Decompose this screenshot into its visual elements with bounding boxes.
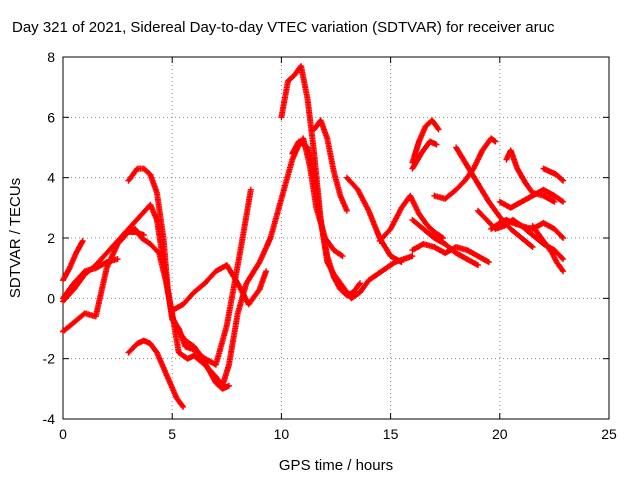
x-tick-label: 15	[383, 426, 399, 442]
series-sat-o	[409, 138, 440, 172]
series-sat-d	[60, 256, 121, 302]
series-marks	[529, 222, 567, 275]
y-tick-label: 4	[47, 170, 55, 186]
series-marks	[409, 241, 492, 266]
series-marks	[503, 147, 558, 205]
series-sat-f	[125, 337, 187, 410]
series-marks	[540, 165, 567, 184]
data-points	[60, 63, 567, 410]
series-sat-s	[453, 144, 536, 250]
y-tick-label: -4	[43, 411, 56, 427]
series-sat-z	[123, 229, 147, 238]
x-tick-label: 10	[274, 426, 290, 442]
x-tick-label: 5	[168, 426, 176, 442]
x-axis-label: GPS time / hours	[279, 457, 393, 474]
series-sat-k	[311, 117, 350, 214]
series-marks	[123, 229, 147, 238]
series-marks	[125, 337, 187, 410]
series-sat-m	[376, 192, 446, 244]
series-marks	[453, 144, 536, 250]
series-marks	[409, 117, 442, 166]
y-tick-label: 2	[47, 230, 55, 246]
series-marks	[60, 238, 86, 284]
series-sat-w	[503, 147, 558, 205]
series-marks	[60, 256, 121, 302]
y-tick-label: 8	[47, 49, 55, 65]
series-marks	[191, 135, 346, 389]
chart-title: Day 321 of 2021, Sidereal Day-to-day VTE…	[12, 19, 555, 36]
series-sat-h	[191, 135, 346, 389]
series-marks	[289, 138, 416, 302]
series-marks	[409, 138, 440, 172]
axis-ticks: 0 5 10 15 20 25 -4 -2 0 2 4 6 8	[43, 49, 617, 442]
series-marks	[60, 186, 254, 368]
x-tick-label: 25	[601, 426, 617, 442]
series-sat-q	[409, 216, 481, 269]
series-sat-y	[540, 165, 567, 184]
series-sat-x	[529, 222, 567, 275]
series-sat-r	[431, 135, 499, 202]
series-marks	[311, 117, 350, 214]
series-sat-n	[409, 117, 442, 166]
series-sat-a	[60, 238, 86, 284]
series-marks	[431, 135, 499, 202]
series-marks	[376, 192, 446, 244]
y-axis-label: SDTVAR / TECUs	[7, 178, 24, 298]
y-tick-label: 0	[47, 290, 55, 306]
y-tick-label: -2	[43, 351, 56, 367]
y-tick-label: 6	[47, 109, 55, 125]
series-sat-j	[289, 138, 416, 302]
x-tick-label: 0	[59, 426, 67, 442]
series-sat-b	[60, 186, 254, 368]
series-marks	[409, 216, 481, 269]
series-sat-p	[409, 241, 492, 266]
x-tick-label: 20	[492, 426, 508, 442]
